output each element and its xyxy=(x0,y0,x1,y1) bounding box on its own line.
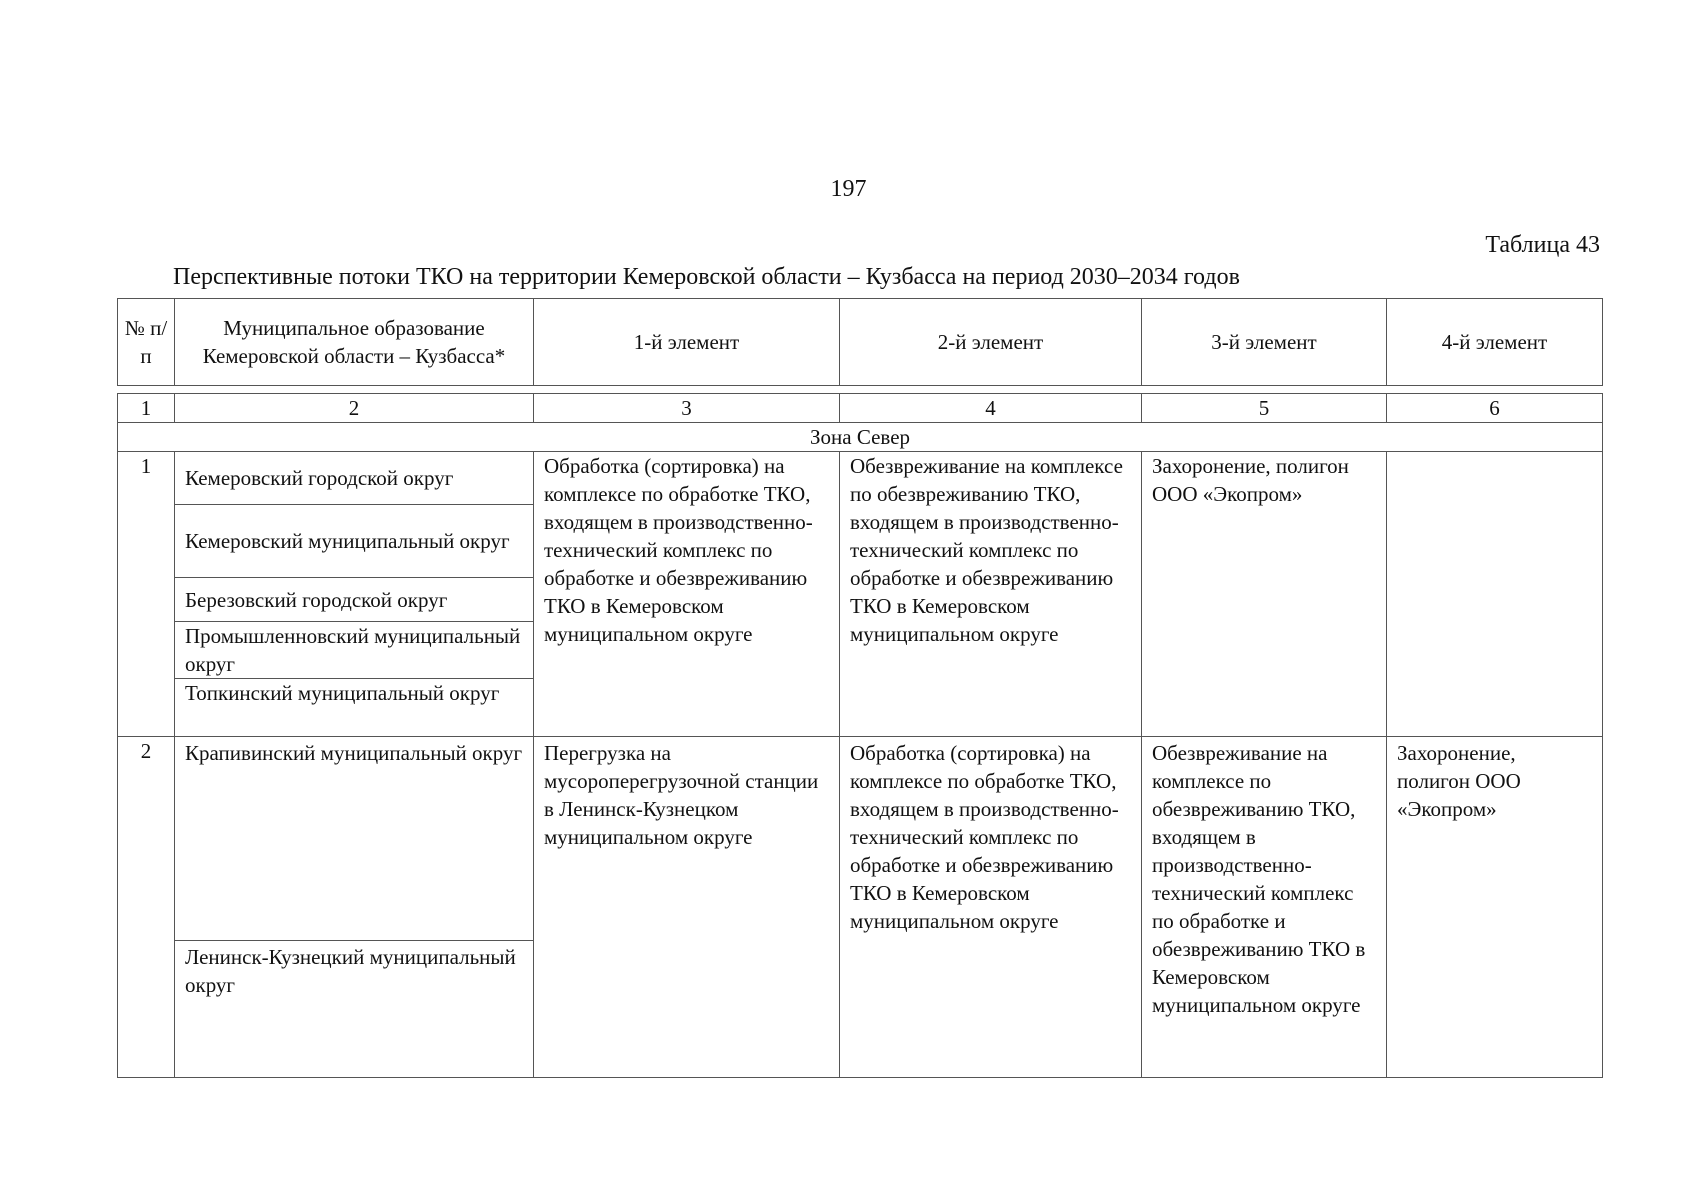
table-body: 1 2 3 4 5 6 Зона Север 1 Кемеровский гор… xyxy=(117,393,1603,1078)
municipality: Промышленновский муниципальный округ xyxy=(174,621,534,679)
municipality: Ленинск-Кузнецкий муниципальный округ xyxy=(174,940,534,1078)
element-4: Захоронение, полигон ООО «Экопром» xyxy=(1386,736,1603,1078)
municipality: Кемеровский городской округ xyxy=(174,451,534,505)
column-number: 2 xyxy=(174,393,534,423)
table-row: 1 Кемеровский городской округ Обработка … xyxy=(117,451,1603,737)
element-1: Перегрузка на мусороперегрузочной станци… xyxy=(533,736,840,1078)
zone-row: Зона Север xyxy=(117,422,1603,452)
header-element-4: 4-й элемент xyxy=(1386,298,1603,386)
table-header: № п/п Муниципальное образование Кемеровс… xyxy=(117,298,1603,386)
element-2: Обезвреживание на комплексе по обезврежи… xyxy=(839,451,1142,737)
column-number: 6 xyxy=(1386,393,1603,423)
element-4 xyxy=(1386,451,1603,737)
header-element-1: 1-й элемент xyxy=(533,298,840,386)
column-number: 1 xyxy=(117,393,175,423)
municipality: Топкинский муниципальный округ xyxy=(174,678,534,737)
municipality: Кемеровский муниципальный округ xyxy=(174,504,534,578)
column-number: 3 xyxy=(533,393,840,423)
column-number: 5 xyxy=(1141,393,1387,423)
table-row: 2 Крапивинский муниципальный округ Перег… xyxy=(117,736,1603,1078)
header-element-3: 3-й элемент xyxy=(1141,298,1387,386)
row-num: 1 xyxy=(117,451,175,737)
column-numbers-row: 1 2 3 4 5 6 xyxy=(117,393,1603,423)
municipality: Крапивинский муниципальный округ xyxy=(174,736,534,941)
municipality: Березовский городской округ xyxy=(174,577,534,622)
zone-label: Зона Север xyxy=(117,422,1603,452)
header-element-2: 2-й элемент xyxy=(839,298,1142,386)
element-2: Обработка (сортировка) на комплексе по о… xyxy=(839,736,1142,1078)
page-number: 197 xyxy=(830,176,867,202)
row-num: 2 xyxy=(117,736,175,1078)
table-title: Перспективные потоки ТКО на территории К… xyxy=(173,264,1240,290)
header-num: № п/п xyxy=(117,298,175,386)
table-label: Таблица 43 xyxy=(1485,232,1600,258)
column-number: 4 xyxy=(839,393,1142,423)
element-3: Обезвреживание на комплексе по обезврежи… xyxy=(1141,736,1387,1078)
element-1: Обработка (сортировка) на комплексе по о… xyxy=(533,451,840,737)
element-3: Захоронение, полигон ООО «Экопром» xyxy=(1141,451,1387,737)
header-municipality: Муниципальное образование Кемеровской об… xyxy=(174,298,534,386)
